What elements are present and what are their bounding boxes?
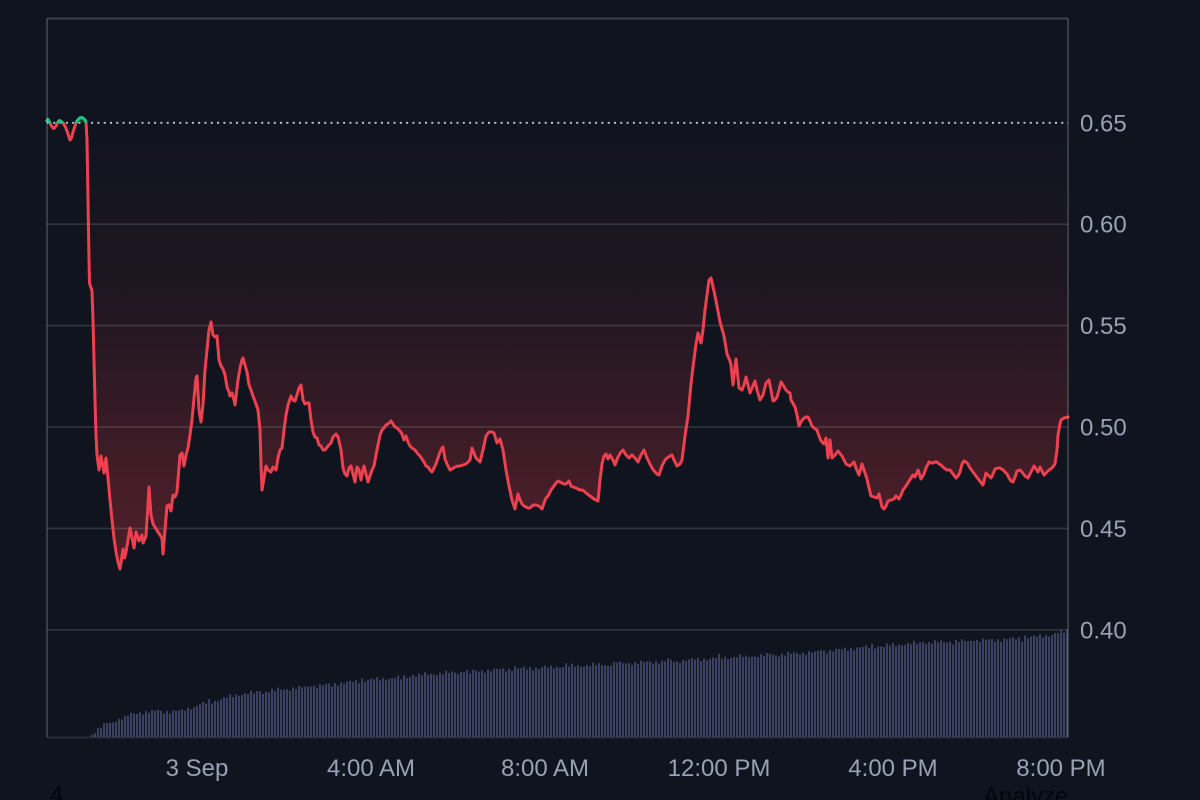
svg-text:8:00 PM: 8:00 PM [1016, 755, 1105, 782]
svg-text:4:00 AM: 4:00 AM [327, 755, 415, 782]
svg-text:12:00 PM: 12:00 PM [668, 755, 771, 782]
svg-text:4: 4 [50, 782, 63, 800]
svg-text:0.50: 0.50 [1080, 415, 1127, 442]
svg-text:0.60: 0.60 [1080, 212, 1127, 239]
svg-text:0.55: 0.55 [1080, 313, 1127, 340]
svg-text:4:00 PM: 4:00 PM [848, 755, 937, 782]
svg-text:3 Sep: 3 Sep [166, 755, 229, 782]
svg-text:0.65: 0.65 [1080, 110, 1127, 137]
svg-text:0.45: 0.45 [1080, 516, 1127, 543]
svg-text:Analyze: Analyze [983, 783, 1068, 800]
svg-text:0.40: 0.40 [1080, 617, 1127, 644]
svg-text:8:00 AM: 8:00 AM [501, 755, 589, 782]
